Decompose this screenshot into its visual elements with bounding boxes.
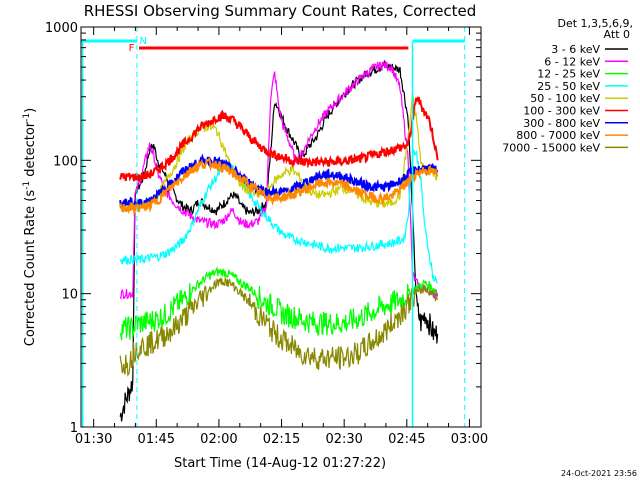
chart-title: RHESSI Observing Summary Count Rates, Co… bbox=[84, 2, 477, 20]
x-tick-label: 01:45 bbox=[138, 432, 175, 447]
legend-label: 50 - 100 keV bbox=[530, 92, 600, 105]
series-line-4 bbox=[119, 92, 438, 212]
legend-title-line2: Att 0 bbox=[604, 28, 630, 41]
y-tick-label: 1 bbox=[70, 421, 78, 436]
annotation-layer: FN bbox=[81, 27, 466, 427]
legend-title-line1: Det 1,3,5,6,9, bbox=[557, 17, 633, 30]
series-line-3 bbox=[119, 148, 438, 284]
night-marker-label: N bbox=[139, 36, 146, 47]
x-tick-label: 03:00 bbox=[451, 432, 488, 447]
legend-label: 300 - 800 keV bbox=[523, 117, 600, 130]
x-axis-label: Start Time (14-Aug-12 01:27:22) bbox=[174, 456, 386, 471]
legend-label: 7000 - 15000 keV bbox=[502, 141, 600, 154]
x-tick-label: 02:00 bbox=[200, 432, 237, 447]
y-axis-label: Corrected Count Rate (s-1 detector-1) bbox=[22, 108, 38, 346]
legend-label: 6 - 12 keV bbox=[544, 55, 600, 68]
flare-marker-label: F bbox=[129, 43, 135, 54]
series-line-1 bbox=[119, 60, 439, 300]
series-line-8 bbox=[119, 276, 439, 377]
legend-label: 100 - 300 keV bbox=[523, 105, 600, 118]
x-tick-label: 02:45 bbox=[388, 432, 425, 447]
x-tick-label: 02:15 bbox=[263, 432, 300, 447]
series-line-5 bbox=[119, 96, 439, 182]
legend-label: 25 - 50 keV bbox=[537, 80, 600, 93]
x-tick-label: 02:30 bbox=[325, 432, 362, 447]
series-line-2 bbox=[119, 266, 439, 341]
plot-frame bbox=[80, 26, 482, 428]
y-tick-label: 10 bbox=[61, 288, 78, 303]
series-line-7 bbox=[119, 157, 439, 216]
legend-label: 3 - 6 keV bbox=[551, 43, 600, 56]
axis-layer: 01:30 01:45 02:00 02:15 02:30 02:45 03:00 1 10 10… bbox=[45, 21, 488, 447]
data-layer bbox=[119, 59, 439, 422]
y-tick-label: 100 bbox=[53, 154, 78, 169]
legend-label: 12 - 25 keV bbox=[537, 68, 600, 81]
footer-timestamp: 24-Oct-2021 23:56 bbox=[561, 469, 637, 478]
legend-label: 800 - 7000 keV bbox=[516, 129, 600, 142]
x-tick-label: 01:30 bbox=[75, 432, 112, 447]
y-tick-label: 1000 bbox=[45, 21, 78, 36]
